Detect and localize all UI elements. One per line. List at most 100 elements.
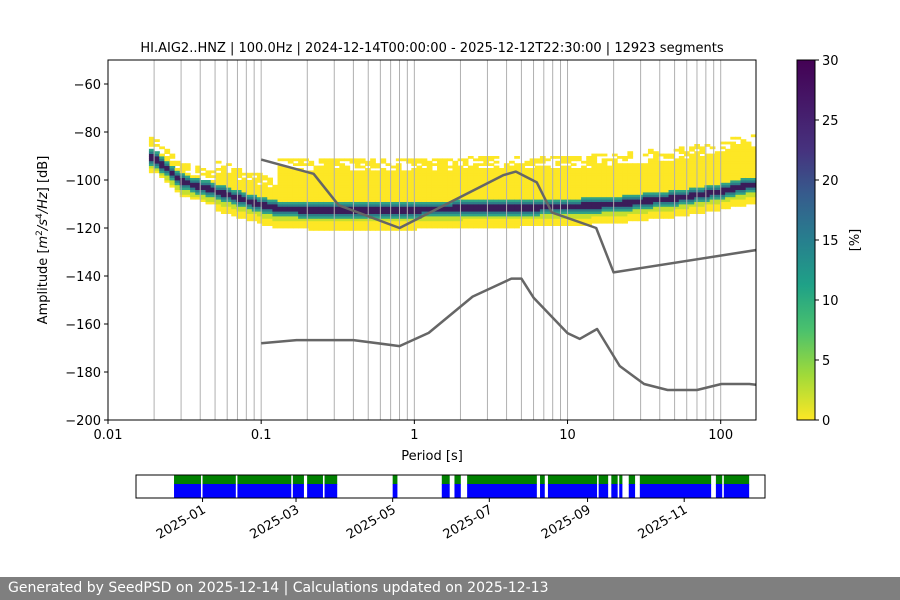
heatmap-cell — [663, 194, 670, 198]
heatmap-cell — [164, 177, 171, 181]
heatmap-cell — [462, 204, 469, 207]
heatmap-cell — [493, 199, 500, 202]
heatmap-cell — [750, 148, 756, 152]
heatmap-cell — [570, 189, 577, 193]
heatmap-cell — [545, 196, 551, 200]
availability-segment-lower — [467, 484, 537, 498]
heatmap-cell — [277, 208, 284, 212]
heatmap-cell — [385, 199, 392, 202]
heatmap-cell — [555, 220, 562, 224]
heatmap-cell — [478, 180, 484, 183]
heatmap-cell — [745, 175, 752, 178]
heatmap-cell — [704, 168, 711, 171]
heatmap-cell — [719, 189, 726, 193]
heatmap-cell — [740, 172, 747, 176]
heatmap-cell — [406, 192, 412, 195]
heatmap-cell — [509, 208, 515, 212]
heatmap-cell — [642, 187, 649, 190]
heatmap-cell — [462, 177, 469, 181]
heatmap-cell — [190, 187, 196, 190]
heatmap-cell — [416, 213, 423, 217]
heatmap-cell — [437, 160, 443, 164]
heatmap-cell — [452, 172, 459, 176]
heatmap-cell — [740, 160, 747, 164]
heatmap-cell — [524, 168, 531, 171]
heatmap-cell — [344, 194, 351, 198]
heatmap-cell — [673, 172, 680, 176]
heatmap-cell — [570, 211, 577, 214]
heatmap-cell — [493, 172, 500, 176]
heatmap-cell — [539, 156, 546, 159]
heatmap-cell — [256, 184, 263, 188]
heatmap-cell — [653, 165, 659, 169]
heatmap-cell — [601, 180, 608, 183]
heatmap-cell — [277, 170, 284, 174]
heatmap-cell — [375, 177, 382, 181]
heatmap-cell — [745, 201, 752, 205]
heatmap-cell — [375, 220, 382, 224]
heatmap-cell — [478, 156, 484, 159]
heatmap-cell — [673, 165, 680, 169]
heatmap-cell — [390, 182, 397, 186]
heatmap-cell — [267, 201, 273, 205]
heatmap-cell — [514, 177, 520, 181]
heatmap-cell — [159, 168, 165, 171]
heatmap-cell — [699, 170, 706, 174]
heatmap-cell — [241, 184, 248, 188]
heatmap-cell — [385, 194, 392, 198]
heatmap-cell — [370, 199, 376, 202]
heatmap-cell — [354, 158, 361, 162]
heatmap-cell — [725, 201, 731, 205]
heatmap-cell — [534, 218, 541, 222]
heatmap-cell — [447, 223, 454, 226]
heatmap-cell — [313, 199, 320, 202]
heatmap-cell — [370, 220, 376, 224]
heatmap-cell — [611, 220, 618, 224]
heatmap-cell — [545, 208, 551, 212]
heatmap-cell — [210, 199, 217, 202]
heatmap-cell — [745, 196, 752, 200]
heatmap-cell — [431, 223, 438, 226]
heatmap-cell — [575, 216, 582, 219]
heatmap-cell — [735, 182, 742, 186]
heatmap-cell — [678, 182, 685, 186]
heatmap-cell — [210, 180, 217, 183]
heatmap-cell — [653, 216, 659, 219]
heatmap-cell — [570, 172, 577, 176]
heatmap-cell — [308, 225, 315, 229]
availability-segment-lower — [598, 484, 609, 498]
heatmap-cell — [334, 204, 340, 207]
heatmap-cell — [277, 201, 284, 205]
heatmap-cell — [709, 177, 716, 181]
heatmap-cell — [606, 180, 613, 183]
heatmap-cell — [627, 194, 634, 198]
heatmap-cell — [395, 182, 402, 186]
heatmap-cell — [678, 160, 685, 164]
heatmap-cell — [586, 187, 592, 190]
heatmap-cell — [519, 223, 526, 226]
heatmap-cell — [570, 177, 577, 181]
heatmap-cell — [385, 206, 392, 210]
heatmap-cell — [586, 163, 592, 166]
heatmap-cell — [699, 177, 706, 181]
heatmap-cell — [611, 199, 618, 202]
heatmap-cell — [539, 204, 546, 207]
heatmap-cell — [647, 199, 654, 202]
heatmap-cell — [745, 146, 752, 150]
heatmap-cell — [339, 228, 346, 231]
heatmap-cell — [519, 177, 526, 181]
heatmap-cell — [555, 160, 562, 164]
heatmap-cell — [632, 216, 639, 219]
heatmap-cell — [308, 170, 315, 174]
heatmap-cell — [581, 180, 587, 183]
heatmap-cell — [442, 194, 448, 198]
heatmap-cell — [627, 168, 634, 171]
heatmap-cell — [545, 194, 551, 198]
heatmap-cell — [488, 189, 495, 193]
heatmap-cell — [735, 201, 742, 205]
heatmap-cell — [370, 177, 376, 181]
heatmap-cell — [256, 177, 263, 181]
heatmap-cell — [653, 189, 659, 193]
heatmap-cell — [318, 165, 325, 169]
heatmap-cell — [236, 175, 243, 178]
